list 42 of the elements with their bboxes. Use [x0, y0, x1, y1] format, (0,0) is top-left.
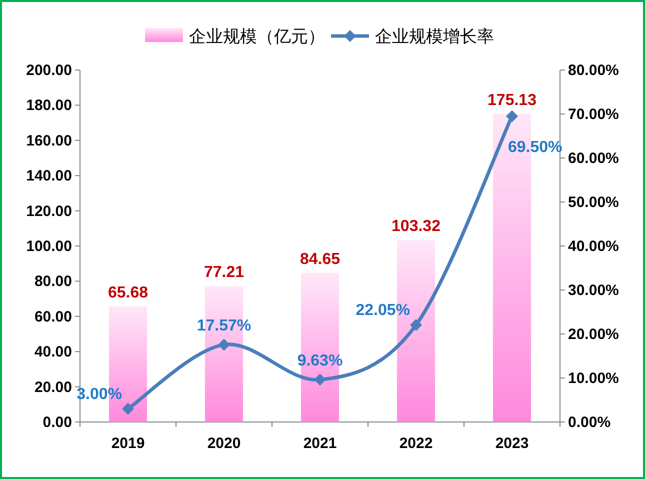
point: [314, 374, 326, 386]
y2-tick-label: 20.00%: [568, 326, 619, 343]
data-label: 69.50%: [508, 139, 562, 156]
y-tick-label: 60.00: [34, 308, 72, 326]
data-label: 65.68: [108, 284, 148, 302]
y-tick-label: 180.00: [26, 97, 72, 114]
data-label: 175.13: [488, 92, 537, 109]
x-tick-label: 2020: [207, 435, 241, 452]
y2-tick-label: 30.00%: [568, 282, 619, 299]
data-label: 3.00%: [76, 386, 122, 403]
y2-tick-label: 40.00%: [568, 238, 619, 255]
y-tick-label: 140.00: [26, 168, 72, 185]
data-label: 9.63%: [297, 352, 343, 370]
y2-tick-label: 70.00%: [568, 106, 619, 123]
point: [506, 110, 518, 122]
y-tick-label: 40.00: [34, 344, 72, 361]
x-tick-label: 2021: [303, 435, 337, 452]
y-tick-label: 200.00: [26, 62, 72, 79]
data-label: 77.21: [204, 264, 244, 282]
y-tick-label: 80.00: [34, 273, 72, 290]
y2-tick-label: 50.00%: [568, 194, 619, 211]
y2-tick-label: 0.00%: [568, 414, 611, 431]
x-tick-label: 2019: [111, 435, 145, 452]
y-tick-label: 0.00: [42, 414, 72, 431]
data-label: 22.05%: [356, 302, 410, 319]
x-tick-label: 2023: [495, 435, 529, 452]
y-tick-label: 100.00: [26, 238, 72, 255]
y2-tick-label: 80.00%: [568, 62, 619, 79]
data-label: 84.65: [300, 251, 340, 268]
y-tick-label: 120.00: [26, 202, 72, 220]
point: [410, 318, 422, 331]
legend-label: 企业规模（亿元）: [189, 27, 325, 46]
point: [122, 402, 134, 415]
data-label: 103.32: [392, 218, 441, 236]
x-tick-label: 2022: [399, 435, 433, 452]
data-label: 17.57%: [196, 318, 252, 335]
y-tick-label: 20.00: [34, 378, 72, 396]
y2-tick-label: 60.00%: [568, 150, 619, 167]
y2-tick-label: 10.00%: [568, 370, 619, 387]
y-tick-label: 160.00: [26, 132, 72, 150]
point: [218, 338, 230, 351]
legend-label: 企业规模增长率: [375, 27, 494, 46]
